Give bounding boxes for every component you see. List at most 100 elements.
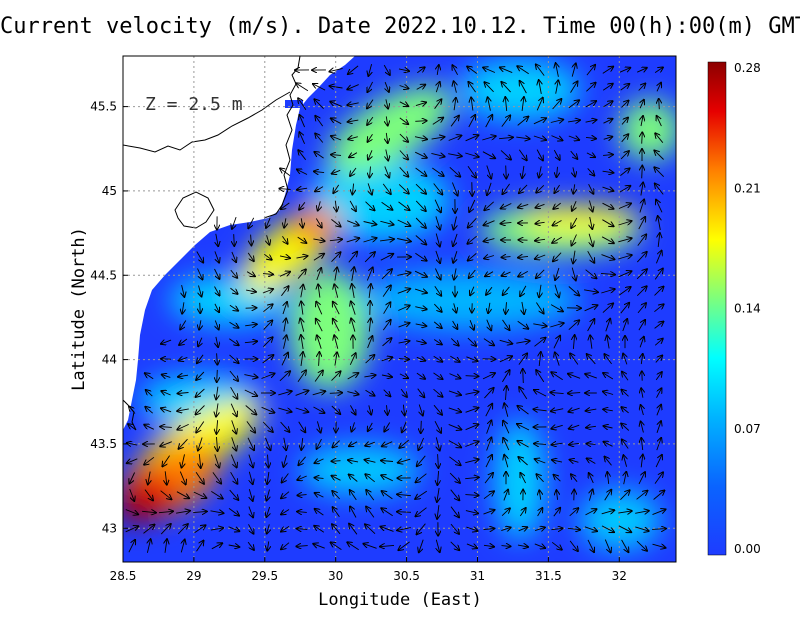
- velocity-arrow: [415, 200, 426, 211]
- velocity-arrow: [368, 133, 373, 142]
- velocity-arrow: [452, 320, 458, 329]
- velocity-arrow: [416, 473, 427, 483]
- velocity-arrow: [299, 115, 306, 128]
- velocity-arrow: [573, 335, 574, 349]
- velocity-arrow: [555, 352, 560, 366]
- velocity-arrow: [350, 405, 355, 414]
- velocity-arrow: [298, 150, 307, 161]
- velocity-arrow: [318, 284, 320, 298]
- velocity-arrow: [485, 115, 493, 128]
- velocity-arrow: [584, 305, 598, 312]
- velocity-arrow: [349, 475, 358, 482]
- velocity-arrow: [450, 338, 458, 345]
- velocity-arrow: [550, 323, 563, 328]
- velocity-arrow: [382, 491, 393, 500]
- velocity-arrow: [381, 475, 393, 482]
- velocity-arrow: [216, 386, 218, 400]
- velocity-arrow: [640, 100, 644, 109]
- velocity-arrow: [605, 457, 612, 466]
- velocity-arrow: [315, 116, 324, 127]
- velocity-arrow: [196, 388, 205, 397]
- velocity-arrow: [586, 426, 596, 427]
- velocity-arrow: [656, 200, 663, 213]
- velocity-arrow: [247, 541, 254, 550]
- velocity-arrow: [267, 235, 270, 244]
- velocity-arrow: [621, 134, 629, 143]
- velocity-arrow: [297, 529, 308, 530]
- velocity-arrow: [415, 490, 428, 499]
- velocity-arrow: [587, 539, 594, 552]
- velocity-arrow: [654, 67, 663, 73]
- velocity-arrow: [415, 252, 426, 260]
- velocity-arrow: [656, 438, 661, 451]
- velocity-arrow: [641, 183, 643, 196]
- velocity-arrow: [179, 338, 188, 345]
- velocity-arrow: [468, 82, 476, 93]
- velocity-arrow: [568, 374, 581, 379]
- velocity-arrow: [297, 236, 307, 243]
- velocity-arrow: [536, 98, 543, 111]
- velocity-arrow: [417, 523, 426, 535]
- velocity-arrow: [517, 117, 529, 126]
- velocity-arrow: [348, 252, 357, 263]
- velocity-arrow: [603, 155, 613, 156]
- velocity-arrow: [536, 149, 543, 161]
- velocity-arrow: [436, 539, 439, 552]
- velocity-arrow: [264, 253, 271, 259]
- velocity-arrow: [619, 186, 631, 193]
- velocity-arrow: [587, 444, 596, 445]
- velocity-arrow: [314, 99, 324, 110]
- velocity-arrow: [312, 391, 326, 395]
- velocity-arrow: [182, 302, 184, 313]
- velocity-arrow: [232, 251, 236, 262]
- velocity-arrow: [573, 250, 575, 264]
- velocity-arrow: [280, 421, 290, 432]
- velocity-arrow: [128, 424, 137, 431]
- velocity-arrow: [569, 443, 580, 444]
- velocity-arrow: [384, 166, 389, 177]
- velocity-arrow: [333, 302, 340, 315]
- velocity-arrow: [433, 355, 443, 361]
- velocity-arrow: [332, 476, 341, 481]
- velocity-arrow: [397, 512, 412, 513]
- velocity-arrow: [470, 286, 474, 296]
- x-tick-label: 32: [612, 569, 627, 583]
- velocity-arrow: [217, 369, 218, 382]
- velocity-arrow: [620, 84, 630, 91]
- velocity-arrow: [261, 406, 275, 412]
- velocity-arrow: [641, 455, 643, 468]
- velocity-arrow: [488, 302, 490, 313]
- velocity-arrow: [400, 388, 407, 397]
- velocity-arrow: [196, 371, 205, 380]
- velocity-arrow: [179, 471, 185, 485]
- velocity-arrow: [419, 539, 424, 553]
- velocity-arrow: [194, 525, 206, 534]
- velocity-arrow: [506, 165, 507, 179]
- velocity-arrow: [554, 475, 561, 482]
- velocity-arrow: [587, 354, 596, 365]
- velocity-arrow: [281, 286, 288, 297]
- velocity-arrow: [553, 336, 560, 349]
- velocity-arrow: [603, 119, 613, 123]
- velocity-arrow: [267, 489, 270, 501]
- velocity-arrow: [535, 255, 546, 259]
- velocity-arrow: [415, 324, 427, 326]
- velocity-arrow: [638, 217, 645, 230]
- velocity-arrow: [178, 375, 189, 377]
- coastline: [263, 56, 301, 219]
- velocity-arrow: [623, 354, 627, 365]
- velocity-arrow: [160, 490, 172, 500]
- velocity-arrow: [300, 318, 303, 332]
- velocity-arrow: [352, 183, 353, 195]
- velocity-arrow: [297, 269, 306, 279]
- velocity-arrow: [229, 338, 238, 346]
- velocity-arrow: [607, 472, 608, 484]
- velocity-arrow: [365, 460, 376, 463]
- velocity-arrow: [434, 199, 441, 213]
- velocity-arrow: [333, 184, 340, 193]
- velocity-arrow: [314, 171, 325, 172]
- velocity-arrow: [216, 403, 218, 416]
- velocity-arrow: [215, 320, 218, 330]
- velocity-arrow: [584, 526, 597, 531]
- velocity-arrow: [315, 218, 321, 228]
